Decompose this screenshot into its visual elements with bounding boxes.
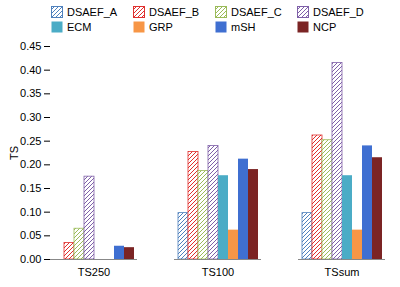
svg-text:TS: TS <box>8 146 20 160</box>
svg-text:0.40: 0.40 <box>20 64 41 76</box>
html-text:GRP: GRP <box>149 21 173 33</box>
svg-text:TSsum: TSsum <box>325 266 360 278</box>
svg-text:0.10: 0.10 <box>20 206 41 218</box>
html-text:DSAEF_A: DSAEF_A <box>67 6 118 18</box>
html-text:DSAEF_B: DSAEF_B <box>149 6 200 18</box>
html-text:DSAEF_D: DSAEF_D <box>313 6 364 18</box>
svg-text:0.05: 0.05 <box>20 229 41 241</box>
html-text:ECM: ECM <box>67 21 92 33</box>
svg-text:TS250: TS250 <box>78 266 110 278</box>
svg-text:TS100: TS100 <box>202 266 234 278</box>
svg-text:0.30: 0.30 <box>20 111 41 123</box>
html-text:NCP: NCP <box>313 21 337 33</box>
svg-text:0.00: 0.00 <box>20 253 41 265</box>
svg-text:0.35: 0.35 <box>20 87 41 99</box>
html-text:mSH: mSH <box>231 21 256 33</box>
svg-text:0.25: 0.25 <box>20 135 41 147</box>
svg-text:0.15: 0.15 <box>20 182 41 194</box>
svg-text:0.45: 0.45 <box>20 40 41 52</box>
svg-text:0.20: 0.20 <box>20 158 41 170</box>
html-text:DSAEF_C: DSAEF_C <box>231 6 282 18</box>
